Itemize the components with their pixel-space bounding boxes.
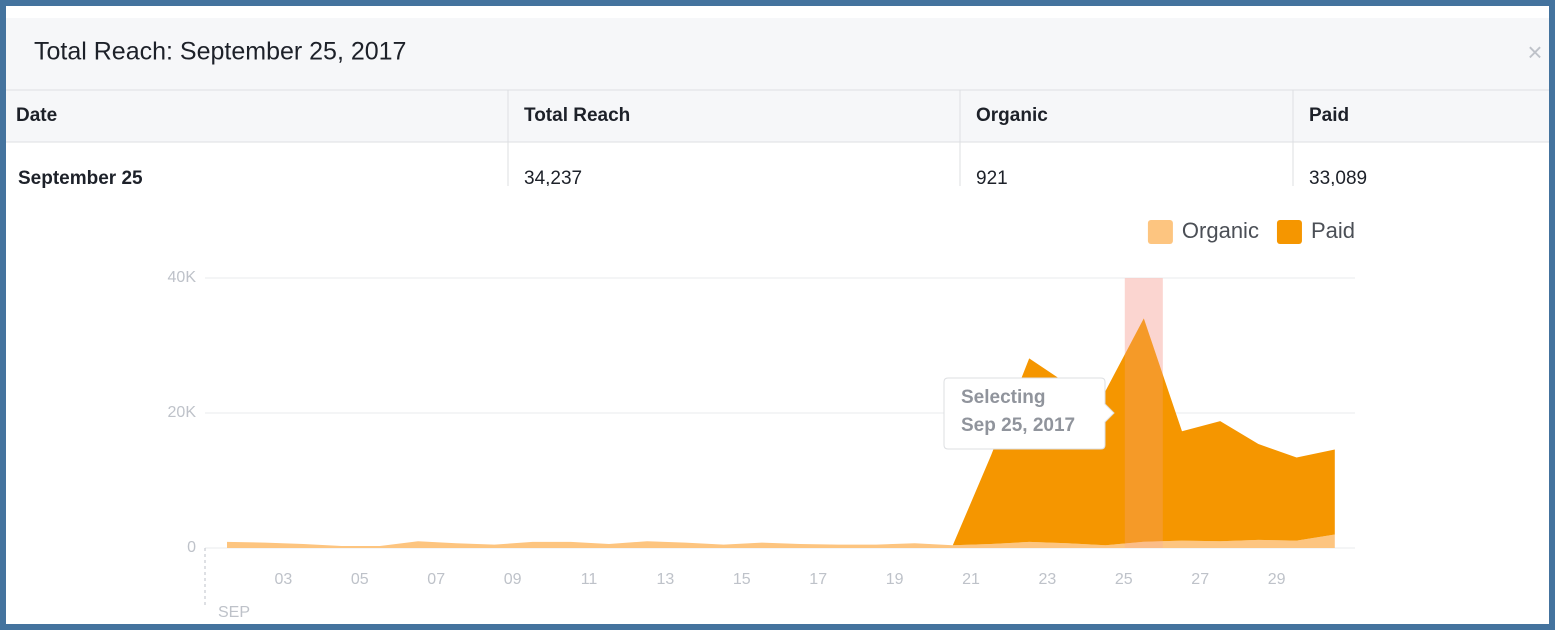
x-tick-label: 27 xyxy=(1191,571,1209,588)
legend-label: Paid xyxy=(1311,218,1355,243)
x-tick-label: 19 xyxy=(886,571,904,588)
x-tick-label: 25 xyxy=(1115,571,1133,588)
chart: 0 20K 40K SEP 03 05 07 09 11 13 15 17 19 21 23 25 27 29 Pa… xyxy=(168,218,1355,621)
x-tick-label: 09 xyxy=(504,571,522,588)
cell: September 25 xyxy=(18,168,143,189)
cell: 921 xyxy=(976,168,1008,189)
x-tick-label: 23 xyxy=(1039,571,1057,588)
column-header: Total Reach xyxy=(524,105,630,126)
area-1 xyxy=(227,318,1335,546)
column-header: Paid xyxy=(1309,105,1349,126)
cell: 33,089 xyxy=(1309,168,1367,189)
x-tick-label: 15 xyxy=(733,571,751,588)
x-tick-label: 17 xyxy=(809,571,827,588)
legend-label: Organic xyxy=(1182,218,1259,243)
cell: 34,237 xyxy=(524,168,582,189)
dialog-header xyxy=(6,18,1549,90)
tooltip-line: Sep 25, 2017 xyxy=(961,415,1075,436)
dialog-title: Total Reach: September 25, 2017 xyxy=(34,38,406,66)
x-tick-label: 03 xyxy=(275,571,293,588)
close-button[interactable]: × xyxy=(1527,37,1542,67)
legend-swatch xyxy=(1276,220,1302,244)
x-tick-label: 21 xyxy=(962,571,980,588)
x-tick-label: 13 xyxy=(657,571,675,588)
y-tick-label: 20K xyxy=(168,404,197,421)
x-tick-label: 07 xyxy=(427,571,445,588)
chart-panel xyxy=(128,186,1390,624)
tooltip-line: Selecting xyxy=(961,387,1045,408)
y-tick-label: 0 xyxy=(187,539,196,556)
y-tick-label: 40K xyxy=(168,269,197,286)
legend-swatch xyxy=(1147,220,1173,244)
column-header: Date xyxy=(16,105,57,126)
month-label: SEP xyxy=(218,604,250,621)
selection-band-overlay xyxy=(1124,278,1163,548)
x-tick-label: 05 xyxy=(351,571,369,588)
table-header xyxy=(6,90,1549,142)
area-0 xyxy=(227,534,1335,548)
x-tick-label: 29 xyxy=(1268,571,1286,588)
column-header: Organic xyxy=(976,105,1048,126)
x-tick-label: 11 xyxy=(581,571,598,588)
tooltip-box xyxy=(943,377,1115,450)
